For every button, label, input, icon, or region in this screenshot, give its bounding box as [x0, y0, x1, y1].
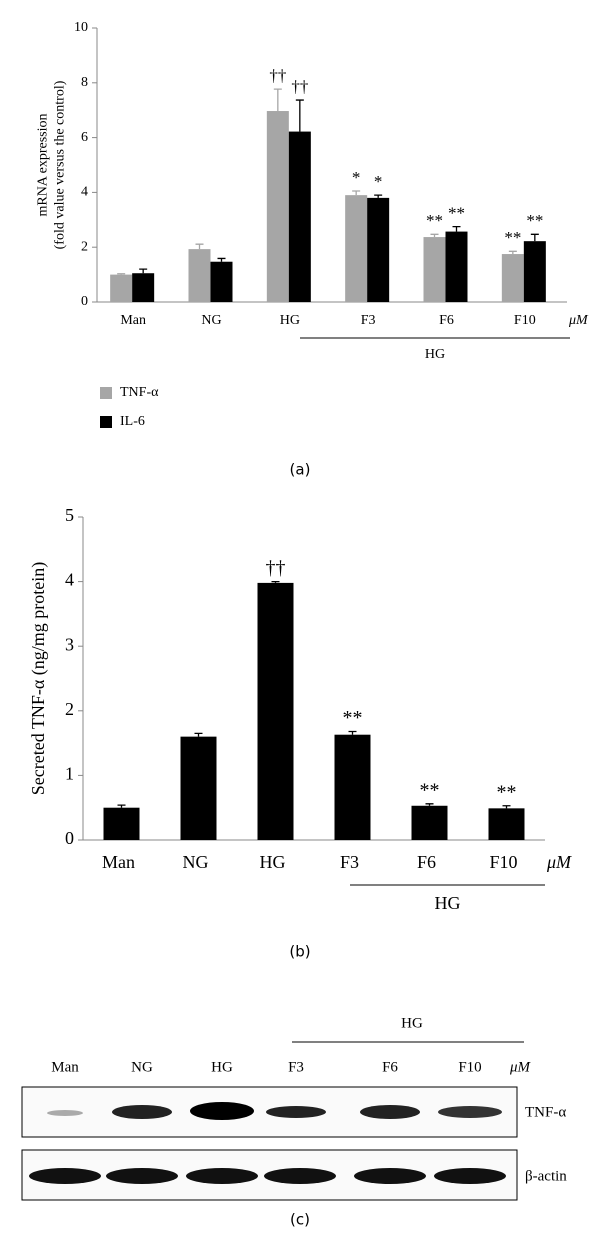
x-unit: μM — [568, 313, 589, 328]
annotation: ** — [526, 211, 543, 230]
error-bar — [217, 257, 226, 262]
bar — [180, 736, 217, 840]
lane-label: F10 — [458, 1059, 481, 1075]
bar — [110, 274, 133, 302]
bar — [367, 197, 390, 302]
bar — [257, 582, 294, 840]
annotation: ** — [420, 779, 440, 801]
error-bar — [195, 243, 204, 250]
x-tick-label: HG — [280, 313, 300, 328]
lane-label: HG — [211, 1059, 233, 1075]
y-tick-label: 2 — [81, 239, 88, 254]
group-label: HG — [425, 347, 445, 362]
error-bar — [502, 805, 511, 809]
x-tick-label: F6 — [417, 852, 436, 872]
bar — [423, 237, 446, 302]
lane-label: NG — [131, 1059, 153, 1075]
panel-label: (c) — [290, 1211, 310, 1229]
annotation: * — [374, 172, 383, 191]
error-bar — [117, 804, 126, 808]
y-axis-label: mRNA expression — [36, 113, 51, 216]
y-tick-label: 8 — [81, 75, 88, 90]
y-tick-label: 6 — [81, 130, 88, 145]
bar — [411, 805, 448, 840]
lane-label: Man — [51, 1059, 79, 1075]
annotation: ** — [504, 228, 521, 247]
lane-label: F3 — [288, 1059, 304, 1075]
x-tick-label: F3 — [340, 852, 359, 872]
error-bar — [425, 803, 434, 806]
bar — [445, 231, 468, 302]
bar — [334, 734, 371, 840]
x-tick-label: F10 — [489, 852, 517, 872]
panel-label: (a) — [290, 461, 311, 479]
x-unit: μM — [546, 852, 572, 872]
y-tick-label: 3 — [65, 634, 74, 654]
bar — [345, 195, 368, 302]
x-tick-label: F6 — [439, 313, 454, 328]
annotation: ** — [497, 781, 517, 803]
error-bar — [139, 268, 148, 274]
y-tick-label: 0 — [81, 294, 88, 309]
annotation: ** — [343, 707, 363, 729]
y-tick-label: 5 — [65, 505, 74, 525]
lane-unit: μM — [509, 1059, 532, 1075]
bar — [103, 807, 140, 840]
x-tick-label: Man — [120, 313, 146, 328]
x-tick-label: F10 — [514, 313, 536, 328]
bar — [188, 249, 211, 302]
group-label: HG — [435, 893, 461, 913]
y-axis-label: Secreted TNF-α (ng/mg protein) — [28, 562, 49, 796]
error-bar — [508, 250, 517, 255]
x-tick-label: NG — [183, 852, 209, 872]
legend-label: IL-6 — [120, 414, 145, 429]
error-bar — [273, 88, 282, 112]
y-tick-label: 4 — [81, 185, 88, 200]
bar — [132, 273, 155, 302]
y-axis-label: (fold value versus the control) — [53, 80, 68, 249]
x-tick-label: F3 — [361, 313, 376, 328]
annotation: †† — [266, 557, 286, 579]
x-tick-label: NG — [201, 313, 221, 328]
error-bar — [348, 730, 357, 735]
bar — [501, 254, 524, 302]
x-tick-label: Man — [102, 852, 135, 872]
annotation: * — [352, 168, 361, 187]
bar — [210, 261, 233, 302]
legend-label: TNF-α — [120, 385, 159, 400]
y-tick-label: 10 — [74, 20, 88, 35]
error-bar — [530, 233, 539, 242]
y-tick-label: 1 — [65, 764, 74, 784]
error-bar — [452, 226, 461, 232]
error-bar — [295, 99, 304, 132]
error-bar — [194, 732, 203, 737]
error-bar — [430, 233, 439, 238]
legend-swatch — [100, 416, 112, 428]
annotation: †† — [269, 66, 286, 85]
error-bar — [117, 273, 126, 275]
error-bar — [352, 190, 361, 196]
row-label: β-actin — [525, 1168, 567, 1184]
blot-group-label: HG — [401, 1015, 423, 1031]
tnf-bands — [47, 1102, 502, 1120]
bar — [266, 111, 289, 302]
error-bar — [271, 580, 280, 583]
x-tick-label: HG — [260, 852, 286, 872]
annotation: †† — [291, 77, 308, 96]
bar — [488, 808, 525, 840]
y-tick-label: 2 — [65, 699, 74, 719]
row-label: TNF-α — [525, 1104, 566, 1120]
actin-bands — [29, 1168, 506, 1184]
lane-label: F6 — [382, 1059, 398, 1075]
annotation: ** — [448, 204, 465, 223]
bar — [288, 131, 311, 302]
error-bar — [374, 194, 383, 198]
annotation: ** — [426, 211, 443, 230]
legend-swatch — [100, 387, 112, 399]
y-tick-label: 4 — [65, 570, 74, 590]
panel-label: (b) — [289, 943, 310, 961]
bar — [523, 241, 546, 302]
y-tick-label: 0 — [65, 828, 74, 848]
